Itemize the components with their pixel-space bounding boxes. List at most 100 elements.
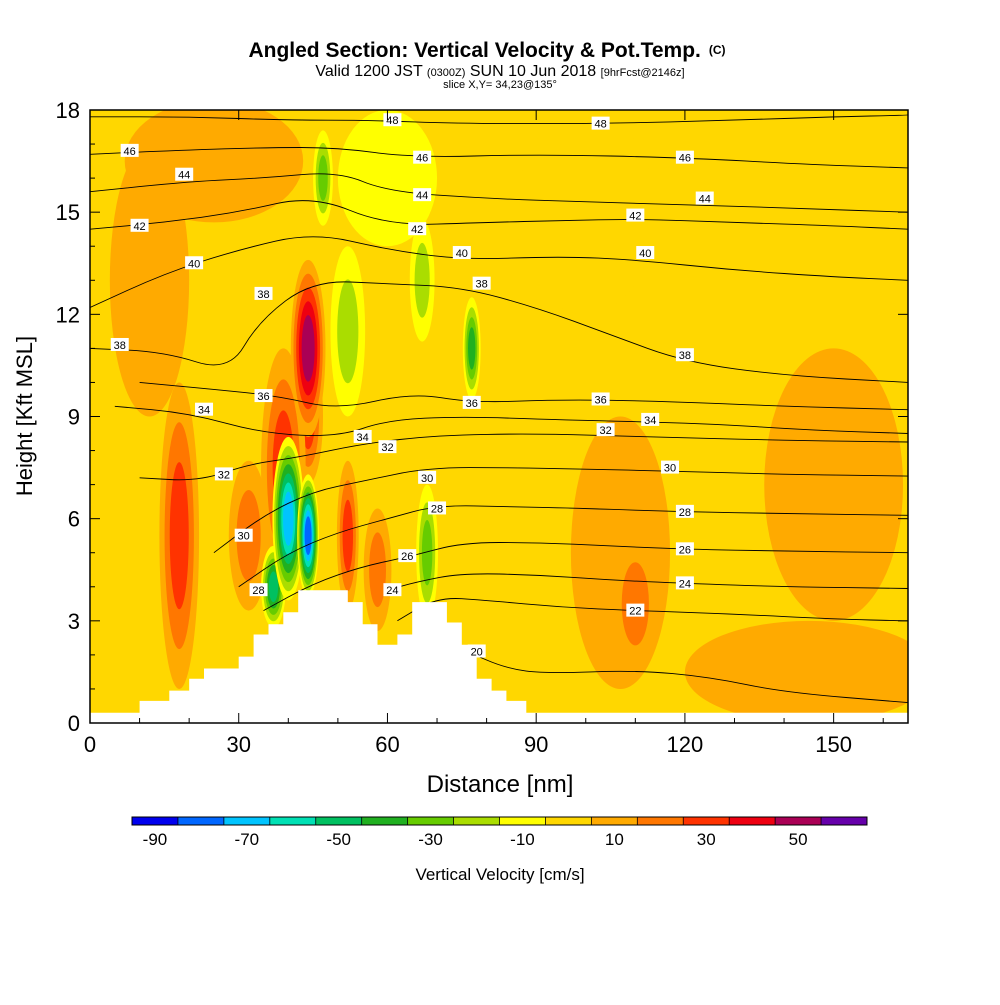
contour-label: 32 <box>378 440 397 454</box>
velocity-level <box>268 571 279 603</box>
y-tick-label: 0 <box>68 711 80 736</box>
contour-label-text: 32 <box>218 469 230 481</box>
y-axis-label: Height [Kft MSL] <box>12 336 37 496</box>
contour-label-text: 28 <box>252 585 264 597</box>
contour-label: 22 <box>626 603 645 618</box>
contour-label-text: 36 <box>595 394 607 406</box>
velocity-cell <box>297 474 320 597</box>
contour-label-box <box>408 222 427 236</box>
contour-label-box <box>641 412 660 426</box>
contour-label-text: 28 <box>431 503 443 515</box>
chart-title: Angled Section: Vertical Velocity & Pot.… <box>248 39 725 62</box>
velocity-level <box>684 620 908 723</box>
isentrope-34 <box>114 405 908 436</box>
isentrope-22 <box>397 598 908 622</box>
contour-label: 38 <box>254 286 273 301</box>
contour-label: 34 <box>353 429 372 444</box>
contour-label-box <box>462 395 481 409</box>
contour-label: 34 <box>195 402 214 417</box>
velocity-cell <box>764 348 904 621</box>
contour-label-text: 38 <box>679 350 691 362</box>
velocity-cell <box>684 620 908 723</box>
colorbar-swatch <box>591 817 638 825</box>
contour-label: 36 <box>462 395 481 410</box>
contour-label-box <box>249 583 268 597</box>
contour-label-text: 24 <box>679 578 691 590</box>
contour-label-text: 20 <box>471 646 483 658</box>
colorbar-tick-label: -10 <box>510 830 535 849</box>
velocity-level <box>318 155 328 201</box>
velocity-cell <box>336 460 359 611</box>
contour-label-text: 42 <box>133 221 145 233</box>
velocity-cell <box>337 110 438 247</box>
contour-label-text: 26 <box>679 544 691 556</box>
contour-label: 28 <box>428 501 447 515</box>
contour-label: 24 <box>675 576 694 590</box>
slice-info: slice X,Y= 34,23@135° <box>443 79 557 91</box>
contour-label-box <box>591 392 610 406</box>
colorbar-swatch <box>132 817 179 825</box>
x-tick-label: 60 <box>375 732 399 757</box>
contour-label-text: 44 <box>699 194 711 206</box>
contour-label: 26 <box>675 542 694 556</box>
contour-label: 44 <box>695 191 714 206</box>
contour-label: 26 <box>398 549 417 563</box>
contour-label: 42 <box>408 222 427 236</box>
isentrope-28 <box>238 505 908 588</box>
contour-label-text: 22 <box>629 606 641 618</box>
contour-label: 38 <box>675 348 694 362</box>
contour-label-box <box>675 504 694 518</box>
colorbar: -90 -70 -50 -30 -10 10 30 50 <box>131 816 868 849</box>
terrain <box>90 590 908 723</box>
isentrope-42 <box>90 200 908 230</box>
contour-label-text: 30 <box>421 473 433 485</box>
contour-label-box <box>636 246 655 260</box>
velocity-cell <box>516 110 656 315</box>
velocity-level <box>342 499 354 572</box>
velocity-cell <box>462 297 481 400</box>
contour-label: 28 <box>249 583 268 597</box>
contour-label: 20 <box>467 644 486 658</box>
isentrope-46 <box>90 147 908 169</box>
contour-label: 46 <box>413 150 432 165</box>
contour-label: 42 <box>130 218 149 233</box>
contour-label-box <box>452 246 471 260</box>
contour-label-text: 34 <box>644 415 656 427</box>
terrain-profile <box>90 590 908 723</box>
y-tick-label: 18 <box>56 98 80 123</box>
velocity-level <box>468 327 476 370</box>
velocity-cell <box>272 436 305 601</box>
contour-label-text: 48 <box>386 115 398 127</box>
velocity-level <box>369 532 387 608</box>
colorbar-swatch <box>177 817 225 825</box>
colorbar-swatch <box>729 817 776 825</box>
contour-label-box <box>418 470 437 484</box>
colorbar-swatch <box>361 817 409 825</box>
colorbar-tick-label: -70 <box>235 830 260 849</box>
contour-label-text: 34 <box>357 432 369 444</box>
velocity-level <box>169 462 189 610</box>
contour-label-box <box>398 549 417 563</box>
contour-label-text: 28 <box>679 507 691 519</box>
velocity-cell <box>159 382 200 689</box>
contour-label-box <box>110 337 129 351</box>
contour-label: 44 <box>175 167 194 182</box>
contour-label-box <box>175 167 194 181</box>
contour-label-box <box>214 467 233 481</box>
contour-label: 42 <box>626 208 645 223</box>
contour-label: 38 <box>110 337 129 352</box>
contour-label-box <box>675 348 694 362</box>
contour-label-text: 24 <box>386 585 398 597</box>
contour-label: 48 <box>383 113 402 127</box>
contour-labels: 46 44 42 40 38 38 36 34 32 30 28 24 26 28 30 34 32 36 38 40… <box>110 113 714 658</box>
colorbar-swatch <box>453 817 500 825</box>
contour-label-text: 36 <box>257 391 269 403</box>
contour-label-box <box>413 188 432 202</box>
contour-label-text: 40 <box>188 258 200 270</box>
colorbar-swatch <box>223 817 271 825</box>
contour-label-box <box>378 440 397 454</box>
velocity-level <box>304 516 312 556</box>
velocity-level <box>301 315 315 382</box>
